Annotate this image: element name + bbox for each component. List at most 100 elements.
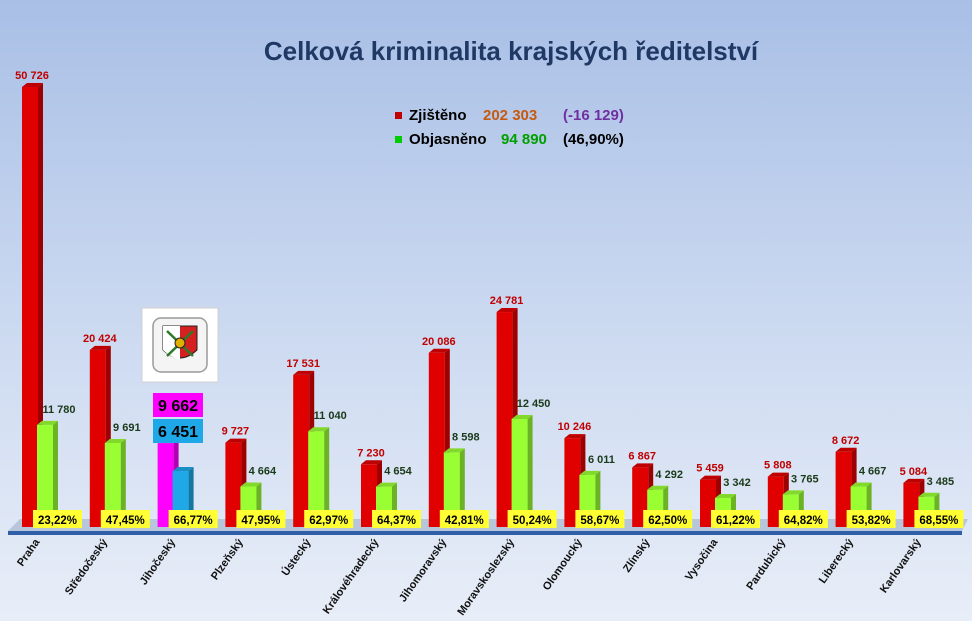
bar-solved [104,438,126,527]
data-label-solved: 3 765 [791,473,819,485]
legend-swatch [395,136,402,143]
data-label-solved: 11 780 [42,404,75,416]
percent-box [778,510,828,528]
data-label-solved: 3 342 [723,477,751,489]
category-label: Zlínský [621,536,653,575]
bar-solved-front [308,431,325,527]
bar-found-front [428,352,445,527]
bar-found-top [361,460,382,465]
floor-edge [8,531,962,535]
bar-found-front [22,87,38,527]
bar-found-top [835,447,857,452]
percent-box [914,510,964,528]
bar-solved-side [527,415,533,527]
legend-extra: (-16 129) [563,107,624,124]
percent-box [711,510,760,528]
category-label: Plzeňský [209,536,246,582]
data-label-solved: 6 451 [158,424,198,441]
data-label-found: 5 459 [696,463,724,475]
highlight-solved-box [153,419,203,443]
percent-label: 64,82% [784,515,823,527]
category-label: Olomoucký [541,536,586,593]
bar-found-top [428,348,450,353]
data-label-found: 9 727 [222,426,250,438]
bar-solved-top [715,494,736,499]
percent-label: 47,45% [106,515,145,527]
percent-label: 42,81% [445,515,484,527]
bar-solved-top [918,492,940,497]
data-label-solved: 4 664 [249,466,277,478]
category-label: Ústecký [279,536,314,579]
percent-label: 47,95% [241,515,280,527]
data-label-solved: 8 598 [452,431,480,443]
bar-found-side [38,83,43,527]
percent-box [33,510,82,528]
bar-solved-top [37,420,58,425]
percent-label: 62,50% [648,515,687,527]
data-label-solved: 9 691 [113,422,141,434]
bar-found-top [632,463,654,468]
bar-solved-top [376,482,397,487]
bar-solved-top [443,448,465,453]
legend-total: 202 303 [483,107,537,124]
percent-label: 61,22% [716,515,755,527]
bar-found-top [700,475,721,480]
bar-solved [37,420,58,527]
data-label-solved: 4 292 [655,469,683,481]
percent-box [100,510,150,528]
emblem-badge [174,337,186,349]
percent-label: 68,55% [919,515,958,527]
data-label-solved: 3 485 [927,476,955,488]
bar-found-top [564,434,586,439]
bar-solved-top [647,485,669,490]
legend: Zjištěno 202 303 (-16 129) Objasněno 94 890 (… [395,107,624,148]
bar-solved-top [782,490,804,495]
regional-police-emblem [141,307,219,383]
bar-found-front [564,438,581,527]
bar-found-front [496,312,513,527]
category-label: Pardubický [744,536,788,592]
bar-found-top [89,345,111,350]
percent-box [372,510,421,528]
bar-solved-front [37,424,53,527]
bar-solved-side [120,438,126,527]
bar-solved-top [850,482,872,487]
percent-label: 64,37% [377,515,416,527]
bar-solved-side [53,420,58,527]
bar-solved [308,427,330,527]
category-label: Praha [15,536,43,569]
percent-box [304,510,354,528]
category-label: Karlovarský [878,536,924,595]
category-label: Jihočeský [138,536,179,587]
legend-swatch [395,112,402,119]
data-label-solved: 6 011 [588,454,615,466]
category-label: Moravskoslezský [455,536,517,618]
category-label: Liberecký [817,536,857,586]
category-label: Vysočina [683,536,721,583]
bar-found-top [22,83,43,87]
percent-label: 62,97% [309,515,348,527]
legend-extra: (46,90%) [563,131,624,148]
data-label-found: 5 808 [764,460,792,472]
bar-found-front [89,349,106,527]
bar-solved-top [172,467,194,472]
data-label-solved: 11 040 [314,410,347,422]
percent-box [507,510,557,528]
bars [22,83,940,527]
percent-label: 58,67% [580,515,619,527]
legend-total: 94 890 [501,131,547,148]
chart-title: Celková kriminalita krajských ředitelstv… [264,36,759,66]
percent-box [439,510,489,528]
data-label-found: 7 230 [357,447,385,459]
bar-solved-front [511,419,528,527]
data-label-found: 8 672 [832,435,860,447]
bar-found [22,83,43,527]
data-label-found: 24 781 [490,295,524,307]
value-labels: 50 726 11 780 23,22% 20 424 9 691 47,45% 9 662… [15,70,964,528]
x-axis: Praha Středočeský Jihočeský Plzeňský Ústecký… [15,536,924,618]
percent-box [846,510,896,528]
bar-solved-top [240,482,262,487]
highlight-found-box [153,393,203,417]
percent-label: 66,77% [174,515,213,527]
